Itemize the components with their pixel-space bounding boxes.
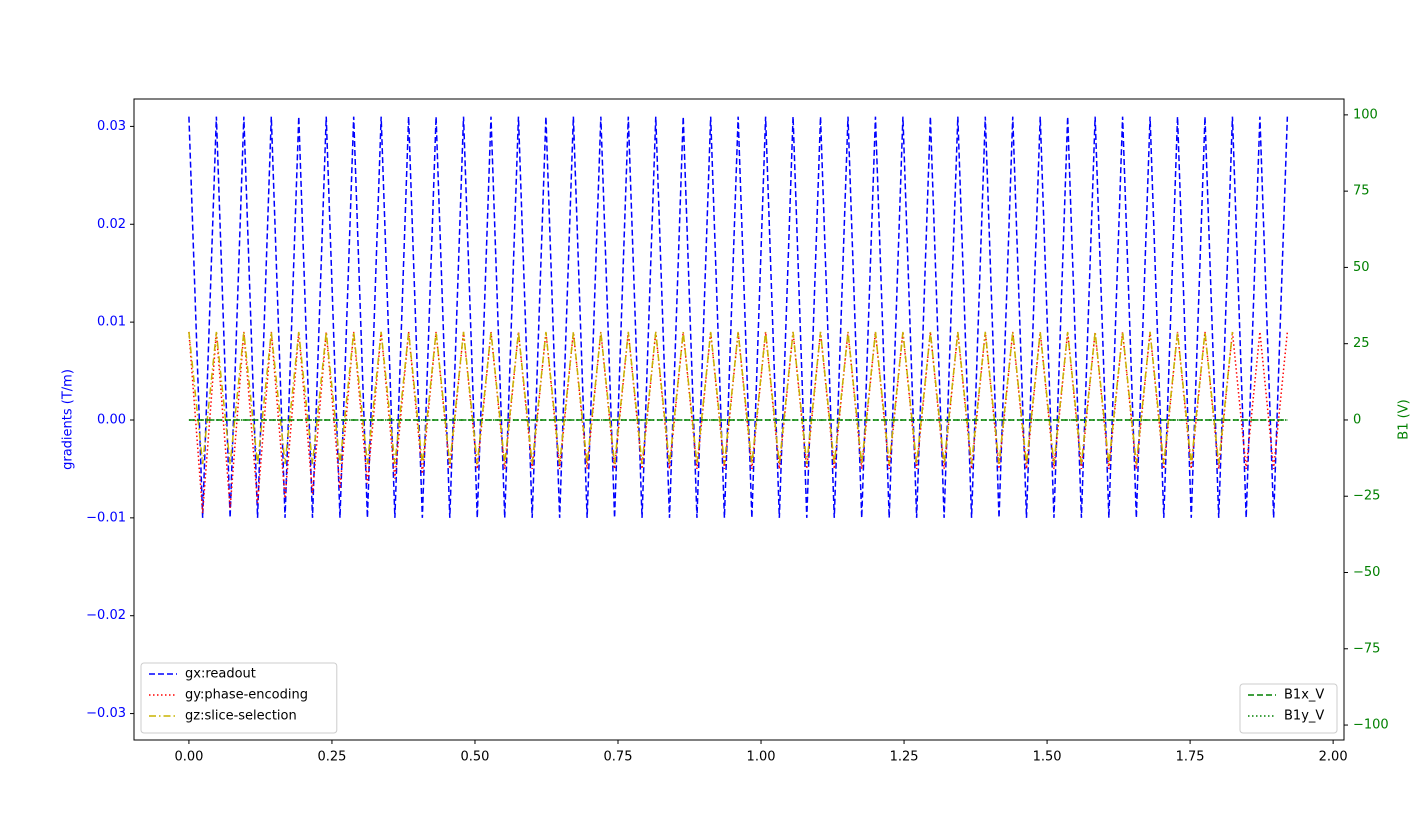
y2-tick-label: −50 xyxy=(1353,565,1380,580)
y2-tick-label: 50 xyxy=(1353,260,1370,275)
y2-tick-label: −100 xyxy=(1353,718,1389,733)
y2-tick-label: 25 xyxy=(1353,336,1370,351)
x-tick-label: 0.25 xyxy=(317,750,346,765)
y-tick-label: −0.02 xyxy=(86,608,126,623)
y2-tick-label: 0 xyxy=(1353,412,1361,427)
legend-label: gz:slice-selection xyxy=(185,709,297,724)
y-tick-label: 0.03 xyxy=(97,119,126,134)
legend: B1x_V B1y_V xyxy=(1239,683,1338,734)
x-tick-label: 1.25 xyxy=(890,750,919,765)
x-tick-label: 0.00 xyxy=(174,750,203,765)
y-tick-label: 0.00 xyxy=(97,412,126,427)
y-axis-label: gradients (T/m) xyxy=(61,369,76,470)
y2-tick-label: −25 xyxy=(1353,489,1380,504)
y2-tick-label: 100 xyxy=(1353,107,1378,122)
x-tick-label: 1.75 xyxy=(1176,750,1205,765)
series-line xyxy=(188,116,1289,518)
y2-tick-label: −75 xyxy=(1353,641,1380,656)
x-tick-label: 0.50 xyxy=(460,750,489,765)
y2-axis-label: B1 (V) xyxy=(1397,399,1412,439)
legend-box xyxy=(140,662,338,734)
series-line xyxy=(188,331,1289,514)
legend-label: B1y_V xyxy=(1284,709,1324,724)
legend-box xyxy=(1239,683,1338,734)
x-tick-label: 2.00 xyxy=(1319,750,1348,765)
legend: gx:readout gy:phase-encoding gz:slice-sele… xyxy=(140,662,338,734)
y-tick-label: 0.01 xyxy=(97,315,126,330)
legend-label: gx:readout xyxy=(185,667,256,682)
legend-label: B1x_V xyxy=(1284,688,1324,703)
x-tick-label: 1.50 xyxy=(1033,750,1062,765)
x-tick-label: 0.75 xyxy=(604,750,633,765)
x-tick-label: 1.00 xyxy=(747,750,776,765)
y-tick-label: 0.02 xyxy=(97,217,126,232)
y-tick-label: −0.03 xyxy=(86,706,126,721)
y-tick-label: −0.01 xyxy=(86,510,126,525)
y2-tick-label: 75 xyxy=(1353,184,1370,199)
legend-label: gy:phase-encoding xyxy=(185,688,308,703)
